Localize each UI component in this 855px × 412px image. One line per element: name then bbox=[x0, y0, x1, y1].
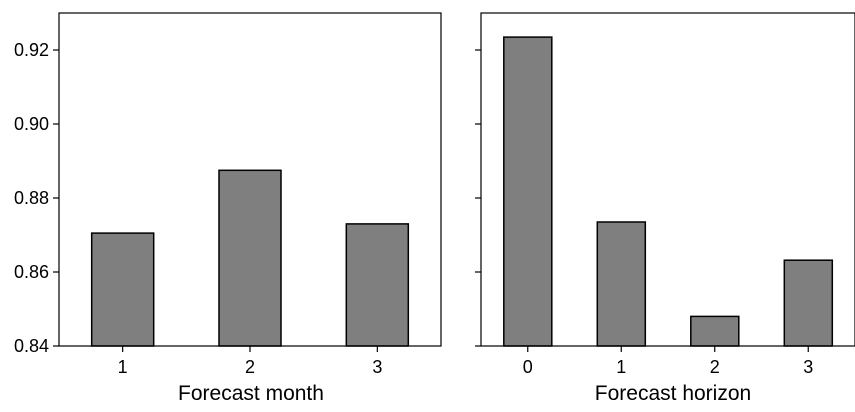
right-panel-xtick-label-3: 3 bbox=[803, 357, 813, 377]
left-panel-ytick-label-0.90: 0.90 bbox=[14, 114, 49, 134]
right-panel-bar-3 bbox=[783, 259, 834, 347]
left-panel-ytick-label-0.92: 0.92 bbox=[14, 40, 49, 60]
left-panel: 1 2 3 0.84 0.86 0.88 0.90 0.92 Forecast month bbox=[14, 12, 442, 405]
right-panel-bar-2 bbox=[690, 315, 740, 347]
left-panel-bar-1 bbox=[90, 232, 155, 347]
right-panel-bar-1 bbox=[596, 221, 647, 347]
right-panel-bar-0 bbox=[503, 36, 553, 347]
left-panel-bar-3 bbox=[345, 223, 410, 347]
left-panel-xtick-label-2: 2 bbox=[245, 357, 255, 377]
left-panel-ytick-label-0.88: 0.88 bbox=[14, 188, 49, 208]
right-panel-xtick-label-1: 1 bbox=[616, 357, 626, 377]
left-panel-bar-2 bbox=[218, 169, 282, 347]
left-panel-ytick-label-0.86: 0.86 bbox=[14, 262, 49, 282]
right-panel-axes-frame bbox=[480, 12, 855, 347]
left-panel-ytick-label-0.84: 0.84 bbox=[14, 336, 49, 356]
right-panel-xtick-label-2: 2 bbox=[710, 357, 720, 377]
left-panel-xtick-label-3: 3 bbox=[372, 357, 382, 377]
left-panel-xlabel: Forecast month bbox=[178, 382, 324, 405]
right-panel-xtick-label-0: 0 bbox=[523, 357, 533, 377]
right-panel: 0 1 2 3 Forecast horizon bbox=[475, 12, 855, 405]
right-panel-xlabel: Forecast horizon bbox=[595, 382, 751, 405]
left-panel-xtick-label-1: 1 bbox=[118, 357, 128, 377]
